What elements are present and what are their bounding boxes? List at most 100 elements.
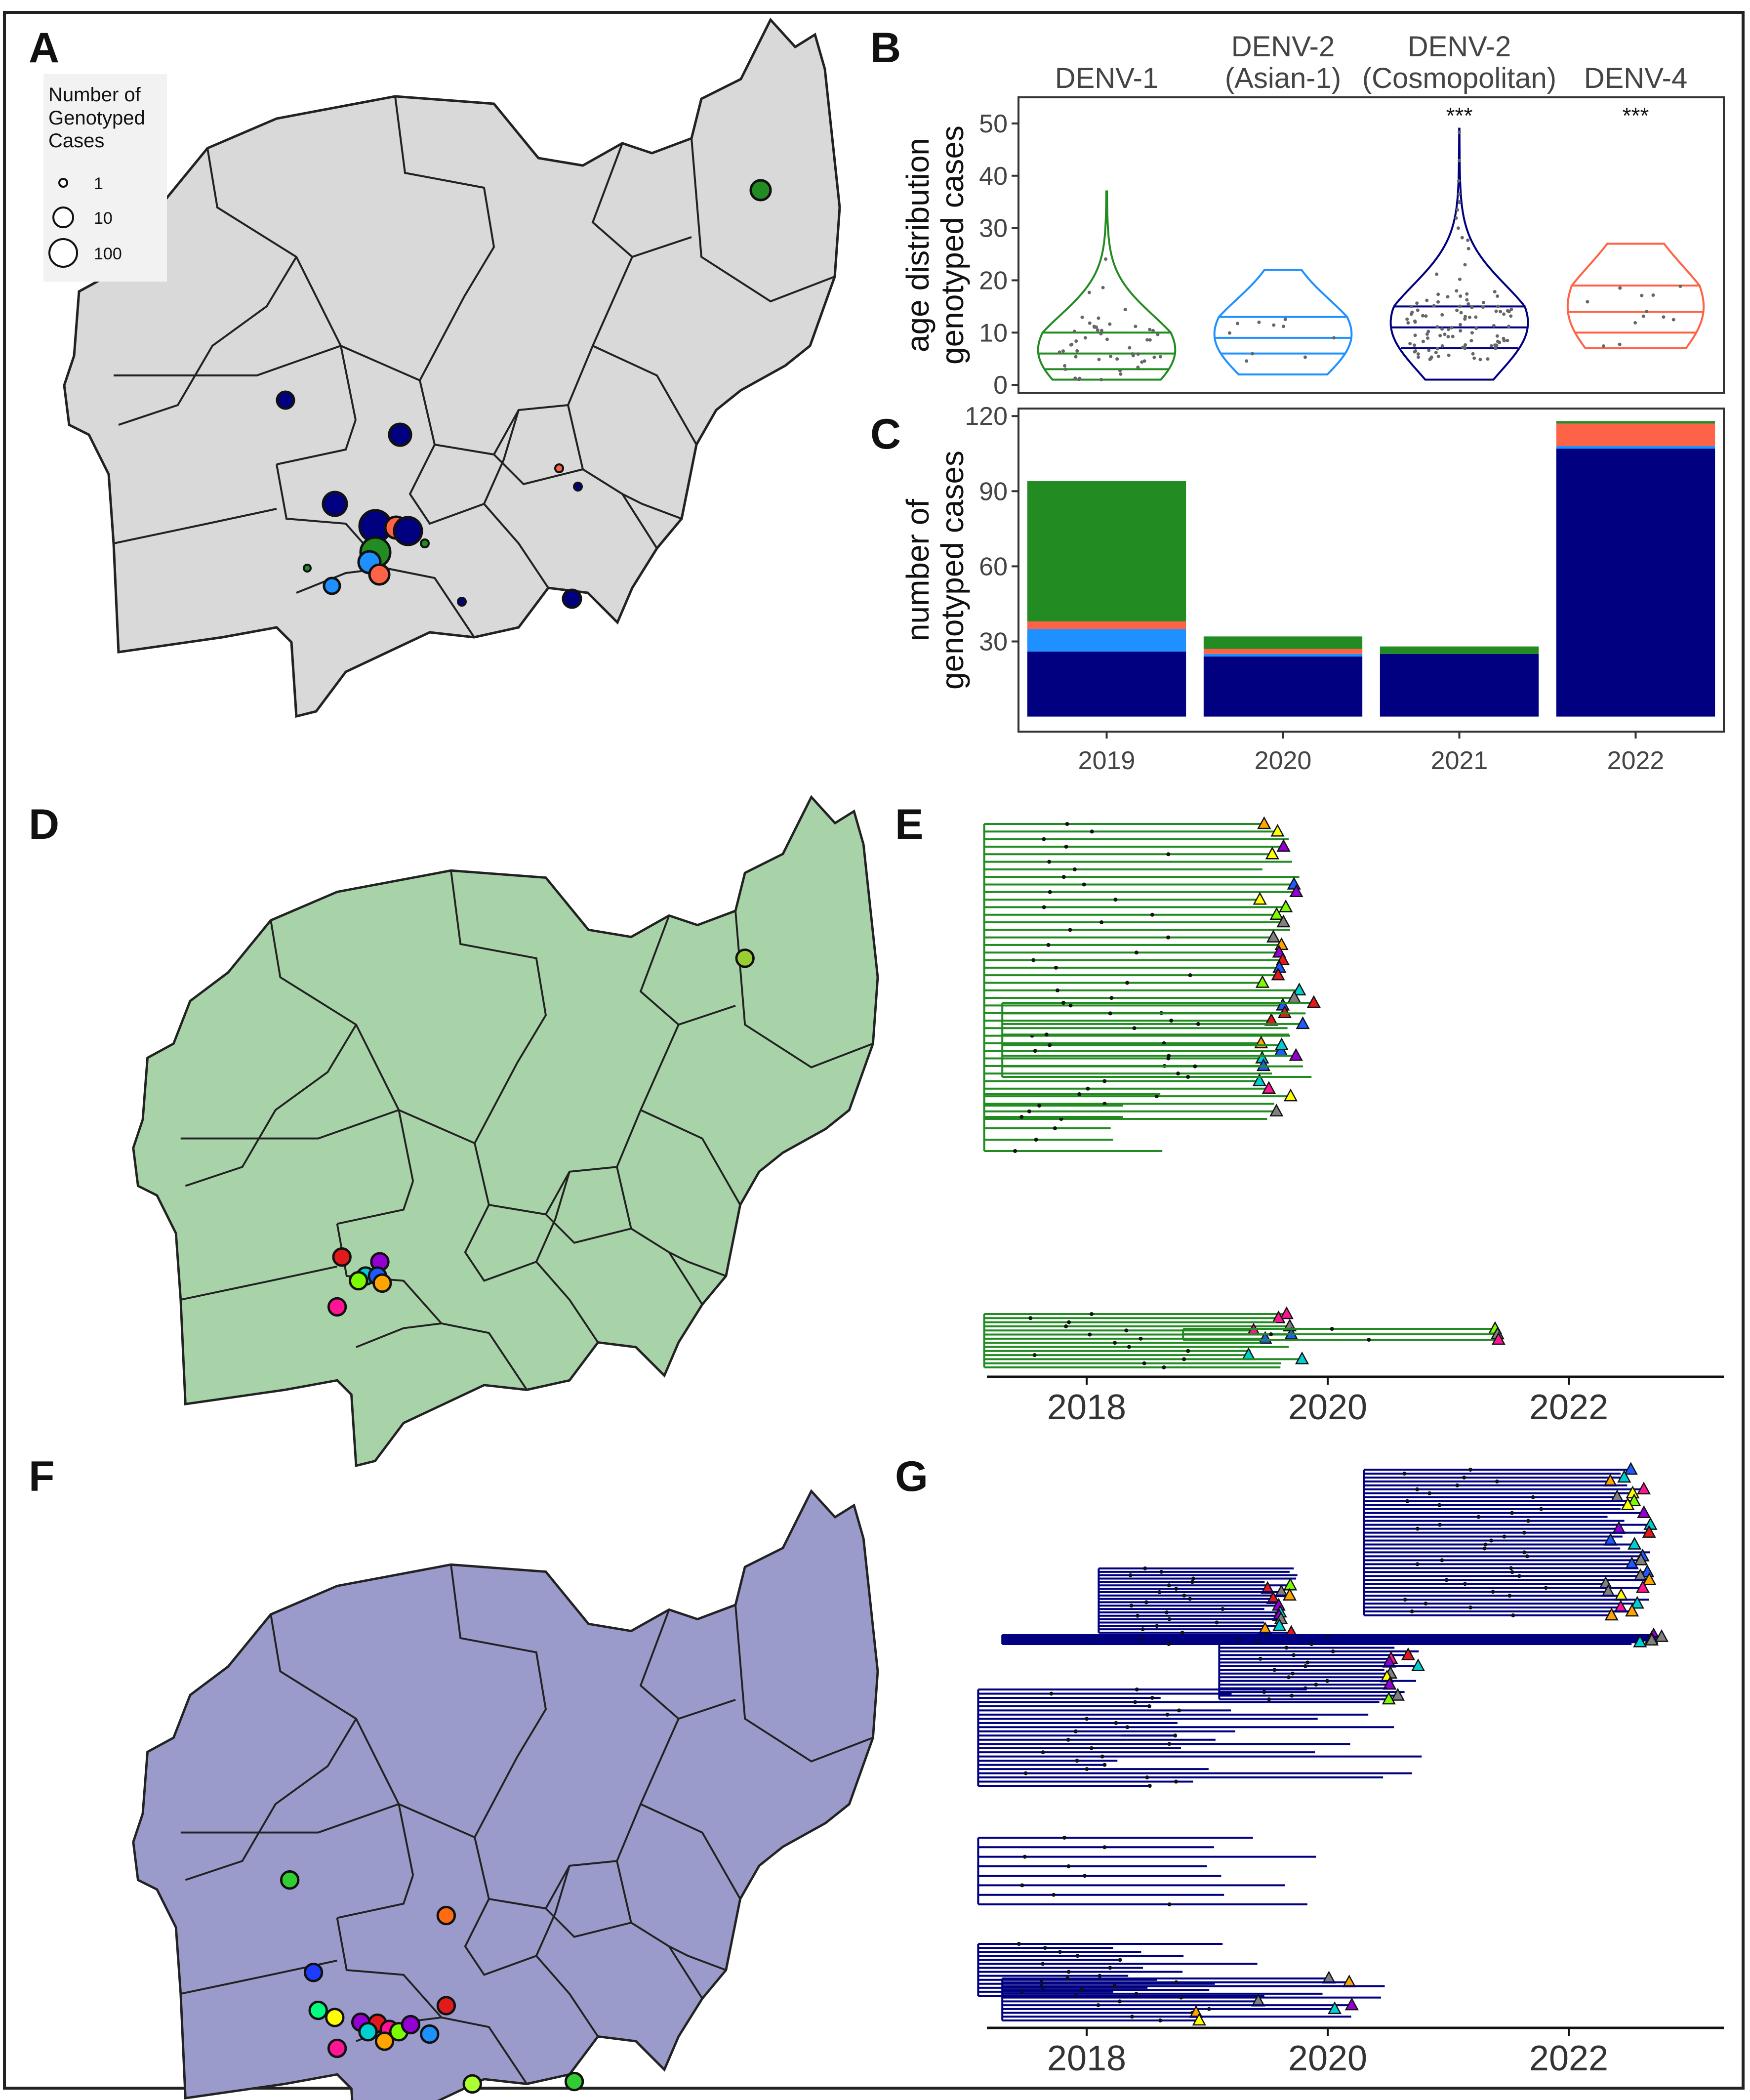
violin-jitter-point <box>1493 343 1497 347</box>
tree-node <box>1531 1495 1535 1499</box>
legend-title-line-1: Number of <box>48 84 141 106</box>
bar-segment <box>1203 649 1363 654</box>
violin-jitter-point <box>1481 305 1485 309</box>
tree-tip-marker <box>1271 967 1285 981</box>
tree-tip-marker <box>1276 839 1291 852</box>
tree-node <box>1102 1763 1107 1767</box>
sample-point-f-16 <box>462 2074 482 2094</box>
legend-circle-100 <box>48 238 78 268</box>
tree-node <box>1367 1338 1371 1342</box>
tree-node <box>1191 1576 1195 1581</box>
tree-node <box>1196 1022 1200 1026</box>
violin-jitter-point <box>1436 300 1440 304</box>
violin-jitter-point <box>1447 353 1451 357</box>
violin-jitter-point <box>1425 298 1429 302</box>
tree-node <box>1108 1011 1112 1016</box>
violin-jitter-point <box>1641 314 1645 318</box>
violin-jitter-point <box>1435 325 1439 329</box>
tree-node <box>1507 1594 1512 1598</box>
violin-jitter-point <box>1099 332 1103 336</box>
tree-tip-marker <box>1289 1048 1303 1061</box>
tree-node <box>1132 1026 1137 1030</box>
tree-node <box>1267 1697 1271 1701</box>
tree-node <box>1186 1349 1190 1353</box>
tree-tip-marker <box>1252 1073 1266 1086</box>
violin-jitter-point <box>1601 344 1605 348</box>
tree-node <box>1027 1109 1031 1113</box>
tree-node <box>1023 1771 1028 1775</box>
bar-x-tick-label: 2019 <box>1078 746 1136 775</box>
violin-jitter-point <box>1104 257 1108 261</box>
violin-jitter-point <box>1457 179 1461 183</box>
violin-jitter-point <box>1463 317 1467 321</box>
bar-segment <box>1203 656 1363 717</box>
tree-node <box>1066 1970 1071 1974</box>
tree-node <box>1415 1562 1420 1566</box>
tree-node <box>1186 1075 1190 1079</box>
violin-jitter-point <box>1502 339 1506 343</box>
tree-node <box>1047 860 1052 864</box>
violin-jitter-point <box>1413 319 1417 323</box>
violin-jitter-point <box>1466 238 1470 242</box>
panel-label-a: A <box>29 24 60 72</box>
tree-tip-marker <box>1296 1016 1310 1029</box>
violin-jitter-point <box>1495 334 1499 338</box>
tree-node <box>1526 1519 1531 1523</box>
violin-jitter-point <box>1421 314 1425 318</box>
tree-node <box>1080 1988 1084 1992</box>
tree-node <box>1157 1590 1162 1594</box>
tree-node <box>1046 943 1051 947</box>
violin-jitter-point <box>1456 226 1460 230</box>
violin-jitter-point <box>1105 337 1109 341</box>
tree-node <box>1495 1479 1499 1483</box>
violin-y-tick-label: 10 <box>979 319 1008 347</box>
violin-jitter-point <box>1136 352 1140 356</box>
violin-jitter-point <box>1470 305 1474 309</box>
violin-jitter-point <box>1416 352 1420 356</box>
tree-node <box>1144 1600 1148 1605</box>
tree-node <box>1272 1668 1277 1672</box>
tree-node <box>1403 1598 1407 1602</box>
tree-node <box>1124 1328 1129 1333</box>
violin-jitter-point <box>1467 315 1471 319</box>
tree-node <box>1064 844 1068 849</box>
tree-node <box>1509 1566 1513 1570</box>
violin-jitter-point <box>1465 292 1469 296</box>
tree-node <box>1437 1503 1442 1507</box>
tree-tip-marker <box>1401 1647 1416 1660</box>
tree-node <box>1190 1580 1194 1584</box>
tree-tip-marker <box>1282 1588 1297 1601</box>
tree-tip-marker <box>1257 816 1271 829</box>
violin-jitter-point <box>1586 300 1589 304</box>
violin-jitter-point <box>1406 321 1410 325</box>
tree-node <box>1147 1704 1151 1708</box>
tree-node <box>1066 1864 1071 1868</box>
tree-node <box>1125 981 1130 985</box>
tree-node <box>1165 1712 1170 1717</box>
violin-jitter-point <box>1640 293 1644 297</box>
tree-node <box>1166 852 1171 857</box>
violin-jitter-point <box>1678 285 1682 288</box>
violin-jitter-point <box>1464 343 1467 347</box>
violin-jitter-point <box>1101 286 1105 289</box>
bar-x-tick-label: 2022 <box>1607 746 1665 775</box>
violin-jitter-point <box>1457 159 1461 163</box>
violin-category-label: (Cosmopolitan) <box>1362 62 1556 94</box>
tree-tip-marker <box>1256 1058 1271 1071</box>
violin-jitter-point <box>1134 325 1138 329</box>
case-point-kampot-2 <box>303 564 312 573</box>
violin-jitter-point <box>1471 352 1475 356</box>
violin-jitter-point <box>1080 315 1084 319</box>
map-d <box>133 797 878 1466</box>
violin-jitter-point <box>1140 360 1144 364</box>
violin-jitter-point <box>1131 352 1135 356</box>
bar-segment <box>1380 646 1539 654</box>
tree-node <box>1082 882 1086 887</box>
tree-node <box>1017 1942 1021 1946</box>
tree-tip-marker <box>1630 1596 1644 1609</box>
sample-point-f-3 <box>303 1963 324 1982</box>
violin-jitter-point <box>1074 355 1078 359</box>
violin-jitter-point <box>1481 300 1485 304</box>
